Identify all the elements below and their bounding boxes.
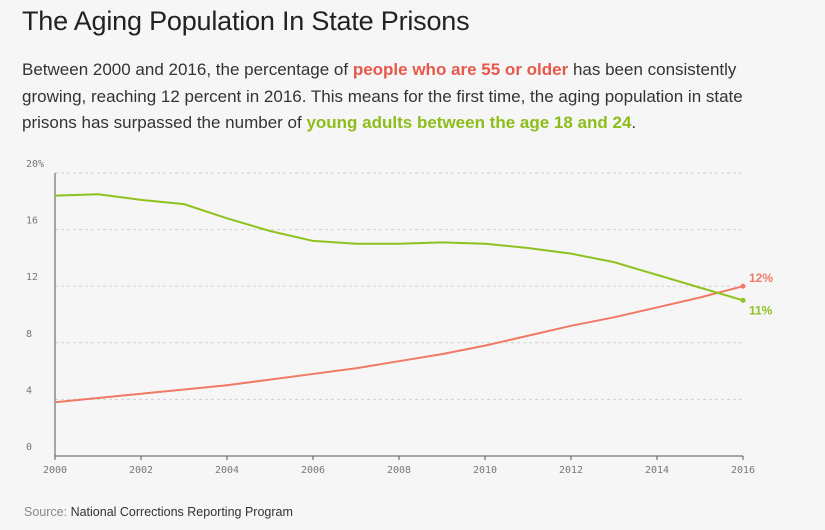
- end-label-older: 12%: [749, 271, 773, 285]
- description-text-2: has been consistently growing, reaching …: [22, 60, 743, 132]
- chart-grid: [54, 172, 744, 460]
- x-tick-label: 2000: [43, 465, 67, 476]
- series-line-young: [54, 193, 744, 302]
- series-end-point-older: [740, 283, 746, 289]
- y-tick-label: 12: [26, 272, 38, 283]
- x-tick-label: 2016: [731, 465, 755, 476]
- x-tick-label: 2004: [215, 465, 239, 476]
- chart-title: The Aging Population In State Prisons: [22, 6, 470, 36]
- y-tick-label: 4: [26, 385, 32, 396]
- description-text-3: .: [631, 113, 637, 132]
- chart-description: Between 2000 and 2016, the percentage of…: [22, 57, 802, 137]
- description-text-1: Between 2000 and 2016, the percentage of: [22, 60, 353, 79]
- highlight-young-adults: young adults between the age 18 and 24: [306, 113, 632, 132]
- x-tick-label: 2012: [559, 465, 583, 476]
- source-label: Source:: [24, 505, 71, 519]
- x-tick-label: 2014: [645, 465, 669, 476]
- x-tick-label: 2002: [129, 465, 153, 476]
- chart-series: [54, 193, 746, 404]
- source-text: National Corrections Reporting Program: [70, 505, 293, 519]
- series-line-older: [54, 285, 744, 404]
- x-tick-label: 2008: [387, 465, 411, 476]
- source-note: Source: National Corrections Reporting P…: [24, 505, 293, 519]
- highlight-older-population: people who are 55 or older: [352, 60, 569, 79]
- y-tick-label: 20%: [26, 159, 44, 170]
- x-tick-label: 2010: [473, 465, 497, 476]
- x-tick-label: 2006: [301, 465, 325, 476]
- end-label-young: 11%: [749, 303, 773, 317]
- y-tick-label: 8: [26, 329, 32, 340]
- y-tick-label: 0: [26, 442, 32, 453]
- y-tick-label: 16: [26, 216, 38, 227]
- series-end-point-young: [740, 297, 746, 303]
- chart-labels: 0 4 8 12 16 20% 2000 2002 2004 2006 2008 2010 2012 20…: [26, 159, 773, 476]
